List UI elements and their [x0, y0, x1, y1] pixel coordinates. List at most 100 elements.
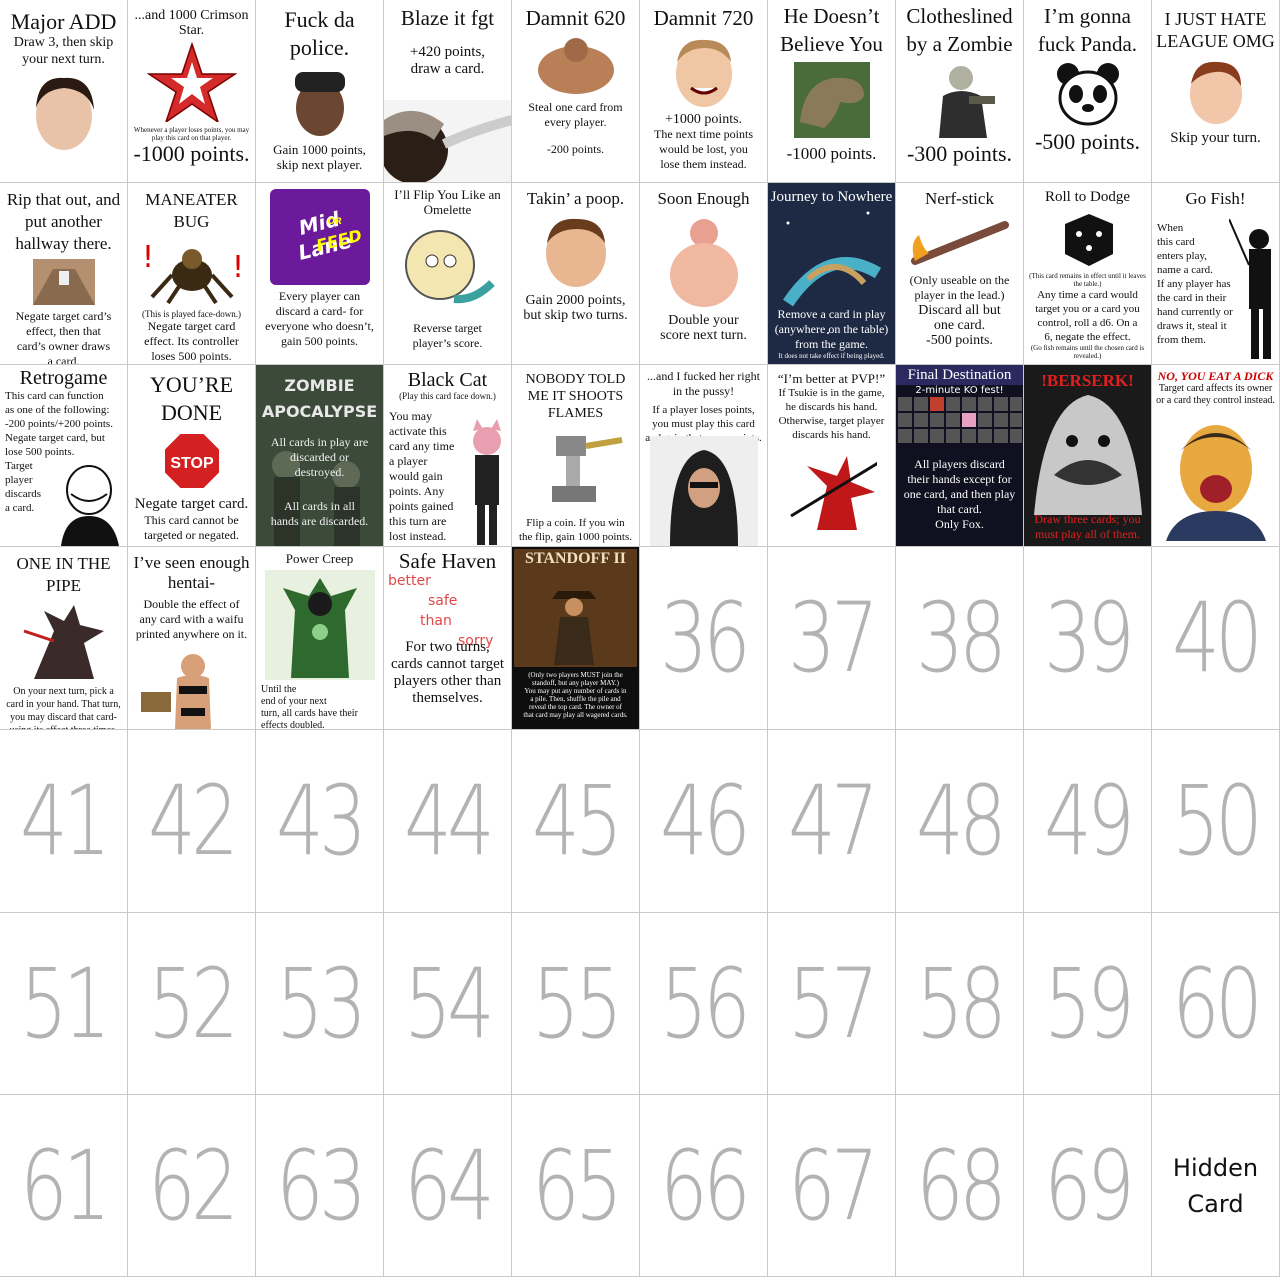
card-21[interactable]: Retrogame This card can function as one …	[0, 365, 128, 547]
card-text: For two turns,	[405, 639, 490, 655]
empty-slot[interactable]: 62	[128, 1095, 256, 1277]
card-text: that card may play all wagered cards.	[523, 711, 628, 719]
card-11[interactable]: Rip that out, and put another hallway th…	[0, 183, 128, 365]
child-face-image	[1189, 61, 1242, 124]
meme-face-image	[61, 465, 119, 546]
card-4[interactable]: Blaze it fgt +420 points, draw a card.	[384, 0, 512, 183]
card-title: Major ADD	[10, 9, 117, 34]
card-34[interactable]: Safe Haven better safe than sorry For tw…	[384, 547, 512, 730]
slot-number: 47	[788, 765, 880, 877]
card-26[interactable]: ...and I fucked her right in the pussy! …	[640, 365, 768, 547]
empty-slot[interactable]: 41	[0, 730, 128, 913]
card-text: everyone who doesn’t,	[265, 319, 374, 333]
card-6[interactable]: Damnit 720 +1000 points. The next time p…	[640, 0, 768, 183]
empty-slot[interactable]: 45	[512, 730, 640, 913]
card-10[interactable]: I JUST HATE LEAGUE OMG Skip your turn.	[1152, 0, 1280, 183]
empty-slot[interactable]: 52	[128, 913, 256, 1095]
card-23[interactable]: ZOMBIE APOCALYPSE All cards in play are …	[256, 365, 384, 547]
card-text: would be lost, you	[659, 142, 748, 156]
card-13[interactable]: Mid Lane OR FEED Every player can discar…	[256, 183, 384, 365]
card-30[interactable]: NO, YOU EAT A DICK Target card affects i…	[1152, 365, 1280, 547]
empty-slot[interactable]: 49	[1024, 730, 1152, 913]
empty-slot[interactable]: 40	[1152, 547, 1280, 730]
card-20[interactable]: Go Fish! When this card enters play, nam…	[1152, 183, 1280, 365]
scribble-word: safe	[428, 593, 458, 609]
card-text: Flip a coin. If you win	[526, 517, 625, 529]
card-text: Any time a card would	[1037, 289, 1138, 301]
card-title: I’ll Flip You Like an Omelette	[394, 187, 501, 217]
card-2[interactable]: ...and 1000 Crimson Star. Whenever a pla…	[128, 0, 256, 183]
empty-slot[interactable]: 51	[0, 913, 128, 1095]
empty-slot[interactable]: 39	[1024, 547, 1152, 730]
card-24[interactable]: Black Cat (Play this card face down.) Yo…	[384, 365, 512, 547]
empty-slot[interactable]: 60	[1152, 913, 1280, 1095]
card-22[interactable]: YOU’RE DONE STOP Negate target card. Thi…	[128, 365, 256, 547]
empty-slot[interactable]: 69	[1024, 1095, 1152, 1277]
empty-slot[interactable]: 66	[640, 1095, 768, 1277]
hidden-card[interactable]: Hidden Card	[1152, 1095, 1280, 1277]
card-35[interactable]: STANDOFF II (Only two players MUST join …	[512, 547, 640, 730]
card-5[interactable]: Damnit 620 Steal one card from every pla…	[512, 0, 640, 183]
empty-slot[interactable]: 63	[256, 1095, 384, 1277]
empty-slot[interactable]: 37	[768, 547, 896, 730]
card-8[interactable]: Clotheslined by a Zombie -300 points.	[896, 0, 1024, 183]
card-text: Negate target card.	[134, 496, 249, 512]
empty-slot[interactable]: 48	[896, 730, 1024, 913]
card-19[interactable]: Roll to Dodge (This card remains in effe…	[1024, 183, 1152, 365]
empty-slot[interactable]: 44	[384, 730, 512, 913]
card-25[interactable]: NOBODY TOLD ME IT SHOOTS FLAMES Flip a c…	[512, 365, 640, 547]
card-text: any card with a waifu	[139, 612, 244, 626]
card-text: skip next player.	[276, 157, 363, 172]
stop-sign-icon: STOP	[162, 432, 221, 490]
empty-slot[interactable]: 50	[1152, 730, 1280, 913]
face-image	[35, 77, 94, 150]
slot-number: 42	[148, 765, 240, 877]
card-title: MANEATER BUG	[145, 190, 238, 231]
empty-slot[interactable]: 38	[896, 547, 1024, 730]
empty-slot[interactable]: 56	[640, 913, 768, 1095]
empty-slot[interactable]: 58	[896, 913, 1024, 1095]
card-text: card’s owner draws	[16, 339, 111, 353]
card-29[interactable]: !BERSERK! Draw three cards; you must pla…	[1024, 365, 1152, 547]
card-12[interactable]: MANEATER BUG !! (This is played face-dow…	[128, 183, 256, 365]
card-7[interactable]: He Doesn’t Believe You -1000 points.	[768, 0, 896, 183]
card-1[interactable]: Major ADD Draw 3, then skip your next tu…	[0, 0, 128, 183]
card-3[interactable]: Fuck da police. Gain 1000 points, skip n…	[256, 0, 384, 183]
card-text: discards his hand.	[792, 429, 871, 441]
empty-slot[interactable]: 54	[384, 913, 512, 1095]
empty-slot[interactable]: 36	[640, 547, 768, 730]
empty-slot[interactable]: 59	[1024, 913, 1152, 1095]
card-text: discards	[5, 488, 42, 500]
empty-slot[interactable]: 46	[640, 730, 768, 913]
card-text: points. Any	[389, 484, 445, 498]
empty-slot[interactable]: 65	[512, 1095, 640, 1277]
card-28[interactable]: Final Destination 2-minute KO fest! All …	[896, 365, 1024, 547]
empty-slot[interactable]: 42	[128, 730, 256, 913]
card-17[interactable]: Journey to Nowhere Remove a card in play…	[768, 183, 896, 365]
card-footer: Skip your turn.	[1170, 130, 1261, 146]
card-15[interactable]: Takin’ a poop. Gain 2000 points, but ski…	[512, 183, 640, 365]
card-text: Reverse target	[413, 321, 482, 335]
card-9[interactable]: I’m gonna fuck Panda. -500 points.	[1024, 0, 1152, 183]
empty-slot[interactable]: 53	[256, 913, 384, 1095]
card-16[interactable]: Soon Enough Double your score next turn.	[640, 183, 768, 365]
empty-slot[interactable]: 57	[768, 913, 896, 1095]
space-image	[768, 183, 895, 364]
empty-slot[interactable]: 43	[256, 730, 384, 913]
card-32[interactable]: I’ve seen enough hentai- Double the effe…	[128, 547, 256, 730]
empty-slot[interactable]: 67	[768, 1095, 896, 1277]
card-18[interactable]: Nerf-stick (Only useable on the player i…	[896, 183, 1024, 365]
card-text: Remove a card in play	[777, 307, 886, 321]
card-14[interactable]: I’ll Flip You Like an Omelette Reverse t…	[384, 183, 512, 365]
card-text: effect, then that	[26, 324, 101, 338]
empty-slot[interactable]: 61	[0, 1095, 128, 1277]
empty-slot[interactable]: 68	[896, 1095, 1024, 1277]
card-27[interactable]: “I’m better at PVP!” If Tsukie is in the…	[768, 365, 896, 547]
card-33[interactable]: Power Creep Until the end of your next t…	[256, 547, 384, 730]
empty-slot[interactable]: 55	[512, 913, 640, 1095]
empty-slot[interactable]: 64	[384, 1095, 512, 1277]
card-31[interactable]: ONE IN THE PIPE On your next turn, pick …	[0, 547, 128, 730]
slot-number: 68	[916, 1129, 1008, 1242]
card-text: Double the effect of	[143, 597, 240, 611]
empty-slot[interactable]: 47	[768, 730, 896, 913]
